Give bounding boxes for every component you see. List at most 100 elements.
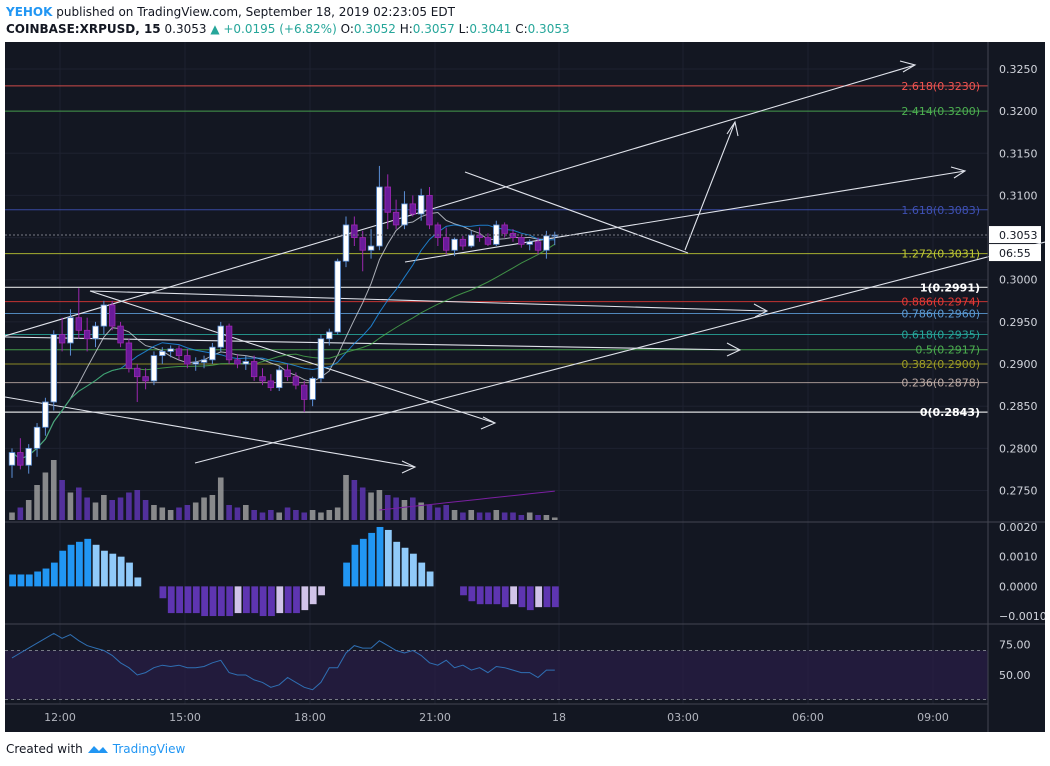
volume-bar <box>501 512 508 520</box>
candle-body <box>134 367 141 378</box>
volume-bar <box>435 507 441 520</box>
candle-body <box>200 359 208 363</box>
fib-level-label: 2.414(0.3200) <box>901 105 980 118</box>
macd-histogram-bar <box>284 586 292 614</box>
candle-body <box>326 331 333 340</box>
macd-histogram-bar <box>343 562 350 587</box>
candle-body <box>242 361 249 365</box>
tradingview-logo-icon <box>87 746 108 753</box>
price-tick-label: 0.3100 <box>999 189 1038 202</box>
low-value: 0.3041 <box>469 22 512 36</box>
fib-level-label: 0.236(0.2878) <box>901 377 980 390</box>
tradingview-brand[interactable]: TradingView <box>112 742 186 756</box>
trend-line <box>404 170 966 263</box>
volume-bar <box>167 510 174 520</box>
last-price-tag <box>989 226 1041 244</box>
candle-body <box>442 237 450 251</box>
candle-body <box>150 355 158 382</box>
volume-bar <box>293 510 299 520</box>
volume-bar <box>551 517 558 520</box>
macd-histogram-bar <box>551 586 559 608</box>
macd-histogram-bar <box>92 544 100 587</box>
volume-bar <box>535 515 541 520</box>
volume-bar <box>25 500 32 520</box>
candle-body <box>401 203 408 226</box>
macd-histogram-bar <box>543 586 551 608</box>
volume-bar <box>468 510 475 520</box>
macd-histogram-bar <box>309 586 317 605</box>
fib-level-label: 0(0.2843) <box>920 406 980 419</box>
volume-bar <box>284 507 291 520</box>
high-value: 0.3057 <box>412 22 455 36</box>
volume-bar <box>42 472 49 520</box>
created-with-text: Created with <box>6 742 83 756</box>
macd-histogram-bar <box>50 562 58 587</box>
macd-histogram-bar <box>201 586 209 617</box>
macd-histogram-bar <box>401 547 409 587</box>
candle-body <box>359 237 366 251</box>
time-tick-label: 03:00 <box>667 711 699 724</box>
countdown-label: 06:55 <box>999 247 1031 260</box>
candle-body <box>67 317 74 344</box>
rsi-tick-label: 50.00 <box>999 669 1031 682</box>
candle-body <box>117 325 124 344</box>
volume-bar <box>443 505 449 520</box>
time-tick-label: 18:00 <box>294 711 326 724</box>
macd-histogram-bar <box>418 562 426 587</box>
volume-bar <box>134 490 141 520</box>
volume-bar <box>326 510 333 520</box>
trend-line <box>464 171 689 254</box>
price-tick-label: 0.3000 <box>999 274 1038 287</box>
candle-body <box>250 361 258 378</box>
arrow-head <box>899 60 917 73</box>
price-tick-label: 0.2900 <box>999 358 1038 371</box>
author-name[interactable]: YEHOK <box>6 5 53 19</box>
volume-bar <box>259 512 266 520</box>
price-tick-label: 0.2800 <box>999 442 1038 455</box>
volume-bar <box>226 505 232 520</box>
macd-histogram-bar <box>117 556 125 587</box>
footer: Created with TradingView <box>6 742 185 756</box>
macd-histogram-bar <box>535 586 543 608</box>
volume-bar <box>276 512 282 520</box>
trend-drawings <box>5 60 1045 474</box>
macd-histogram-bar <box>134 577 142 587</box>
macd-histogram-bar <box>526 586 534 611</box>
macd-histogram-bar <box>251 586 259 614</box>
published-text: published on TradingView.com, September … <box>56 5 455 19</box>
arrow-head <box>753 303 769 318</box>
candle-body <box>434 224 442 238</box>
volume-bar <box>510 512 516 520</box>
macd-histogram-bar <box>276 586 284 614</box>
candle-body <box>301 384 308 400</box>
macd-histogram-bar <box>76 541 83 587</box>
macd-histogram-bar <box>101 550 108 587</box>
volume-bar <box>359 487 366 520</box>
rsi-band <box>5 650 988 700</box>
price-change: ▲ +0.0195 (+6.82%) <box>210 22 337 36</box>
macd-histogram-bar <box>59 550 67 587</box>
macd-histogram-bar <box>268 586 275 617</box>
candle-body <box>342 224 350 262</box>
candle-body <box>292 376 300 386</box>
candle-body <box>192 361 199 365</box>
candle-body <box>92 325 99 340</box>
chart-canvas[interactable]: 2.618(0.3230)2.414(0.3200)1.618(0.3083)1… <box>5 42 1045 732</box>
fib-levels: 2.618(0.3230) 2.414(0.3200) 1.618(0.3083) 1… <box>5 80 988 419</box>
macd-histogram-bar <box>351 544 359 587</box>
candle-body <box>459 238 467 247</box>
macd-histogram-bar <box>243 586 250 614</box>
arrow-head <box>726 342 742 357</box>
volume-bar <box>543 515 550 520</box>
high-label: H: <box>399 22 413 36</box>
candle-body <box>351 224 358 238</box>
macd-histogram-bar <box>167 586 175 614</box>
volume-bar <box>159 507 166 520</box>
volume-bar <box>268 510 274 520</box>
volume-bar <box>460 512 466 520</box>
macd-histogram-bar <box>259 586 267 617</box>
arrow-head <box>401 460 417 474</box>
candle-body <box>83 329 91 340</box>
macd-histogram-bar <box>393 541 401 587</box>
fib-level-label: 0.786(0.2960) <box>901 307 980 320</box>
